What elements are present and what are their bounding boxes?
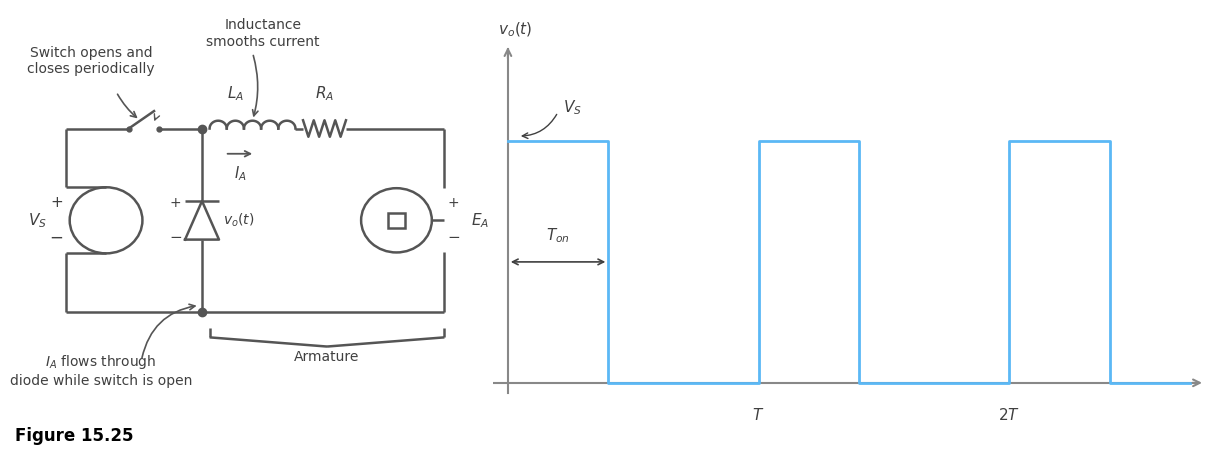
Text: −: − bbox=[169, 230, 183, 245]
Text: −: − bbox=[50, 229, 63, 247]
Text: +: + bbox=[50, 196, 63, 210]
Text: Figure 15.25: Figure 15.25 bbox=[15, 427, 134, 445]
Text: +: + bbox=[170, 196, 181, 210]
Text: $t$: $t$ bbox=[1215, 374, 1217, 392]
Text: $T_{on}$: $T_{on}$ bbox=[546, 226, 570, 245]
Text: Switch opens and
closes periodically: Switch opens and closes periodically bbox=[27, 46, 155, 76]
Text: $V_S$: $V_S$ bbox=[28, 211, 47, 230]
Text: Inductance
smooths current: Inductance smooths current bbox=[206, 18, 319, 49]
Bar bbox=[388, 213, 404, 228]
Text: $E_A$: $E_A$ bbox=[471, 211, 489, 230]
Text: $v_o(t)$: $v_o(t)$ bbox=[498, 21, 532, 39]
Text: $I_A$: $I_A$ bbox=[234, 164, 246, 183]
Text: −: − bbox=[447, 230, 460, 245]
Text: $2T$: $2T$ bbox=[998, 407, 1020, 423]
Text: Armature: Armature bbox=[295, 350, 360, 364]
Text: $R_A$: $R_A$ bbox=[315, 84, 333, 103]
Text: $I_A$ flows through
diode while switch is open: $I_A$ flows through diode while switch i… bbox=[10, 353, 192, 388]
Text: $L_A$: $L_A$ bbox=[226, 84, 243, 103]
Text: $v_o(t)$: $v_o(t)$ bbox=[223, 212, 254, 229]
Text: +: + bbox=[448, 196, 459, 210]
Text: $V_S$: $V_S$ bbox=[563, 98, 582, 117]
Text: $T$: $T$ bbox=[752, 407, 764, 423]
